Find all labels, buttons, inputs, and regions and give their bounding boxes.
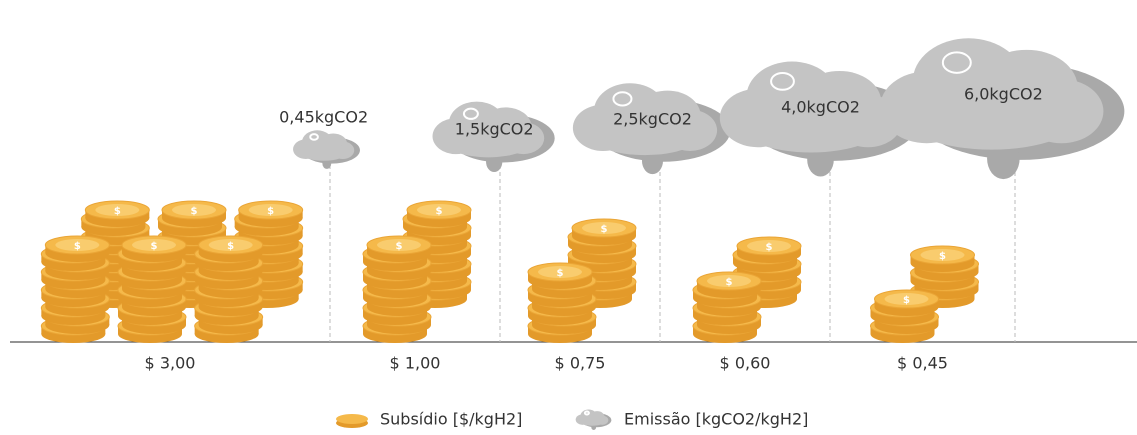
coin-inner — [377, 239, 421, 251]
emission-cloud — [880, 38, 1125, 180]
emission-cloud — [293, 130, 360, 169]
value-label: $ 0,75 — [555, 354, 606, 373]
value-label: $ 1,00 — [390, 354, 441, 373]
coin-inner — [707, 275, 751, 287]
cloud-puff — [579, 416, 605, 426]
coin-inner — [172, 204, 216, 216]
coin-pile: $$ — [692, 236, 802, 343]
emission-cloud — [572, 83, 731, 175]
coin-sign: $ — [151, 241, 158, 252]
cloud-highlight — [309, 133, 319, 141]
value-label: 4,0kgCO2 — [781, 98, 860, 117]
coin-pile: $$ — [527, 218, 637, 343]
coin-sign: $ — [903, 295, 910, 306]
coin-inner — [884, 293, 929, 305]
coin-inner — [920, 249, 965, 261]
coin-sign: $ — [74, 241, 81, 252]
coin-sign: $ — [601, 224, 608, 235]
value-label: $ 0,60 — [720, 354, 771, 373]
cloud-puff — [587, 112, 703, 156]
value-label: $ 0,45 — [897, 354, 948, 373]
coin-sign: $ — [396, 241, 403, 252]
cloud-puff — [738, 98, 884, 153]
legend-cloud-icon — [575, 409, 612, 431]
coin-inner — [582, 222, 626, 234]
cloud-highlight — [462, 107, 479, 120]
coin-sign: $ — [436, 206, 443, 217]
coin-pile: $$ — [362, 200, 472, 343]
coin-inner — [248, 204, 293, 216]
coin-face — [336, 414, 368, 424]
coin-pile: $$ — [870, 245, 979, 343]
value-label: 2,5kgCO2 — [613, 109, 692, 128]
coin-sign: $ — [766, 242, 773, 253]
coin-inner — [538, 266, 582, 278]
value-label: 1,5kgCO2 — [455, 120, 534, 139]
coin-pile: $ $ $ $ $ $ — [40, 200, 304, 343]
value-label: $ 3,00 — [145, 354, 196, 373]
cloud-puff — [903, 83, 1081, 150]
legend-label: Emissão [kgCO2/kgH2] — [624, 410, 808, 429]
coin-sign: $ — [726, 277, 733, 288]
emission-cloud — [719, 61, 920, 177]
cloud-puff — [299, 142, 348, 161]
coin-inner — [747, 240, 791, 252]
cloud-highlight — [941, 51, 972, 74]
coin-sign: $ — [557, 268, 564, 279]
emission-cloud — [432, 101, 555, 173]
legend-coin-icon — [336, 414, 368, 428]
coin-inner — [95, 204, 140, 216]
coin-inner — [132, 239, 176, 251]
coin-sign: $ — [227, 241, 234, 252]
coin-inner — [208, 239, 253, 251]
cloud-highlight — [583, 410, 590, 416]
cloud-highlight — [770, 72, 795, 91]
coin-inner — [55, 239, 100, 251]
coin-sign: $ — [191, 206, 198, 217]
cloud-highlight — [612, 91, 633, 107]
coin-sign: $ — [114, 206, 121, 217]
cloud-puff — [444, 124, 533, 158]
legend-label: Subsídio [$/kgH2] — [380, 410, 522, 429]
coin-sign: $ — [939, 251, 946, 262]
coin-inner — [417, 204, 461, 216]
value-label: 6,0kgCO2 — [964, 85, 1043, 104]
value-label: 0,45kgCO2 — [279, 107, 368, 126]
coin-sign: $ — [267, 206, 274, 217]
